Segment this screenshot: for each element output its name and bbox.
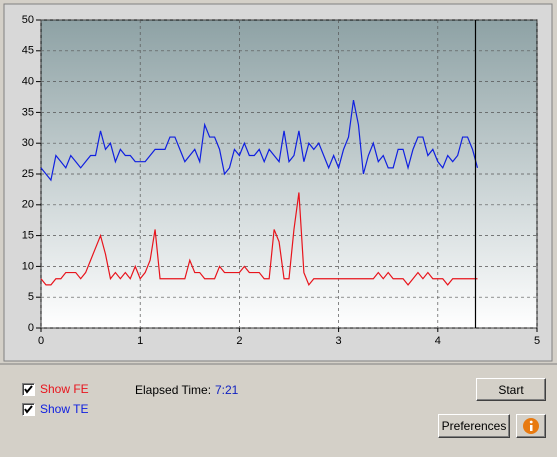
info-button[interactable] (516, 414, 546, 438)
y-tick-label: 20 (22, 199, 34, 211)
checkbox[interactable] (22, 403, 35, 416)
x-tick-label: 2 (236, 335, 242, 347)
x-tick-label: 0 (38, 335, 44, 347)
y-tick-label: 45 (22, 45, 34, 57)
series-line (40, 99, 479, 182)
y-tick-label: 15 (22, 230, 34, 242)
series-line (40, 192, 478, 287)
y-tick-label: 10 (22, 260, 34, 272)
y-tick-label: 40 (22, 76, 34, 88)
x-tick-label: 4 (435, 335, 441, 347)
show-te-label[interactable]: Show TE (40, 402, 89, 416)
checkbox[interactable] (22, 383, 35, 396)
x-tick-label: 1 (137, 335, 143, 347)
y-tick-label: 0 (28, 322, 34, 334)
preferences-button[interactable]: Preferences (438, 414, 510, 438)
x-tick-label: 3 (336, 335, 342, 347)
y-tick-label: 25 (22, 168, 34, 180)
x-tick-label: 5 (534, 335, 540, 347)
start-button[interactable]: Start (476, 378, 546, 401)
elapsed-value: 7:21 (215, 383, 239, 397)
elapsed-label: Elapsed Time: (135, 383, 212, 397)
y-tick-label: 35 (22, 106, 34, 118)
y-tick-label: 50 (22, 14, 34, 26)
show-fe-label[interactable]: Show FE (40, 382, 89, 396)
y-tick-label: 30 (22, 137, 34, 149)
y-tick-label: 5 (28, 291, 34, 303)
